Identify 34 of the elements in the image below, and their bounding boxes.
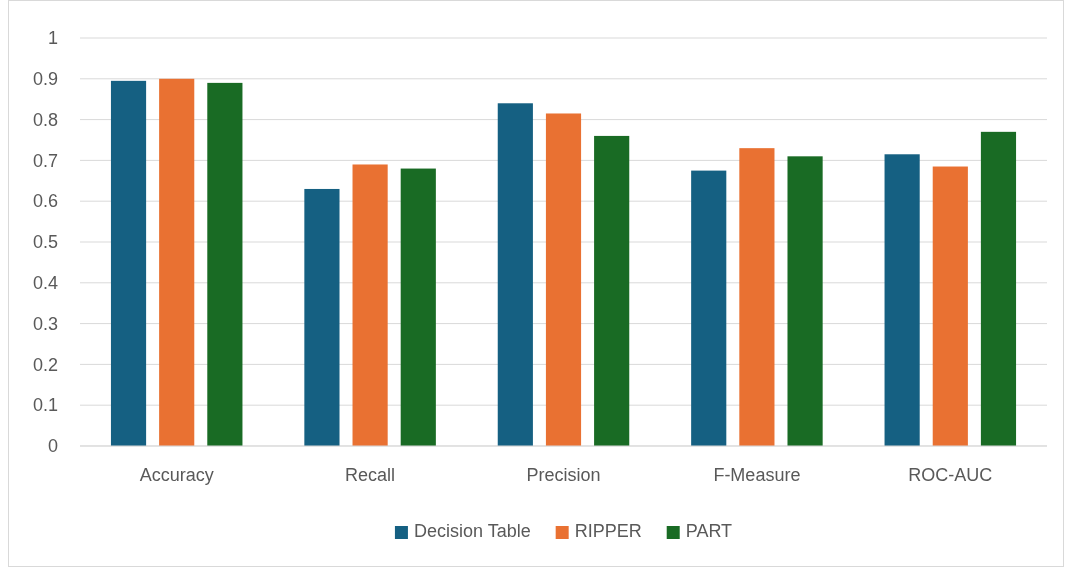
x-tick-label: Accuracy bbox=[139, 464, 214, 485]
bar bbox=[980, 131, 1017, 446]
legend-label: RIPPER bbox=[574, 521, 642, 541]
bar bbox=[594, 135, 630, 446]
x-tick-label: ROC-AUC bbox=[908, 464, 993, 485]
legend-label: PART bbox=[685, 521, 733, 541]
legend-label: Decision Table bbox=[413, 521, 531, 541]
y-tick-label: 1 bbox=[47, 28, 58, 49]
bar bbox=[884, 154, 920, 446]
x-tick-label: Precision bbox=[526, 464, 601, 485]
y-tick-label: 0.6 bbox=[32, 191, 58, 212]
bar bbox=[787, 156, 823, 446]
x-tick-label: Recall bbox=[345, 464, 396, 485]
bar bbox=[352, 164, 388, 446]
bar bbox=[691, 170, 727, 446]
y-tick-label: 0.3 bbox=[32, 313, 58, 334]
y-tick-label: 0.9 bbox=[32, 69, 58, 90]
x-tick-label: F-Measure bbox=[713, 464, 801, 485]
y-tick-label: 0.7 bbox=[32, 150, 58, 171]
bar bbox=[304, 188, 340, 446]
bar bbox=[739, 148, 775, 446]
bar bbox=[110, 80, 147, 446]
y-tick-label: 0.4 bbox=[32, 273, 58, 294]
bar bbox=[545, 113, 582, 446]
y-tick-label: 0 bbox=[47, 436, 58, 457]
bar bbox=[159, 78, 195, 446]
bar bbox=[497, 103, 533, 446]
bar bbox=[400, 168, 436, 446]
bar bbox=[207, 82, 243, 446]
y-tick-label: 0.2 bbox=[32, 354, 58, 375]
bar bbox=[932, 166, 968, 446]
y-tick-label: 0.1 bbox=[32, 395, 58, 416]
y-tick-label: 0.8 bbox=[32, 109, 58, 130]
y-tick-label: 0.5 bbox=[32, 232, 58, 253]
